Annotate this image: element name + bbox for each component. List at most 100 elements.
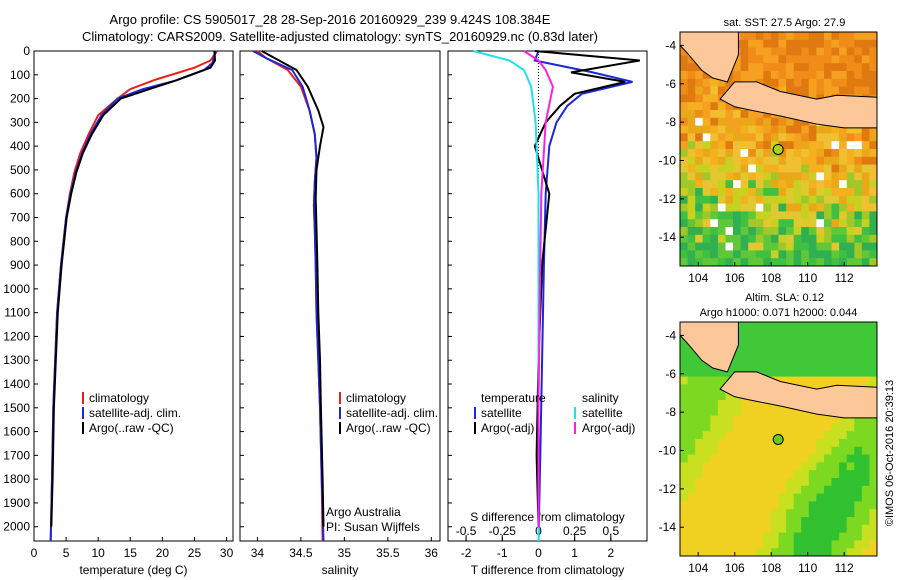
map-cell [816,345,825,354]
map-cell [861,55,870,64]
map-cell [763,55,772,64]
map-cell [808,188,817,197]
map-cell [831,242,840,251]
map-cell [733,172,742,181]
map-cell [786,234,795,244]
map-cell [717,203,727,212]
map-cell [854,180,863,189]
map-cell [763,164,772,173]
map-cell [717,195,727,205]
map-cell [846,540,855,549]
map-cell [748,337,757,346]
map-cell [786,86,795,95]
map-cell [680,415,689,424]
map-cell [740,32,749,41]
map-cell [793,188,802,197]
map-cell [801,532,810,541]
map-cell [740,322,749,331]
map-cell [725,125,734,134]
map-field [680,322,877,556]
map-cell [717,392,727,401]
map-cell [680,540,689,549]
map-cell [831,234,840,244]
map-cell [740,485,749,495]
map-cell [793,353,802,362]
map-cell [740,203,749,212]
map-cell [854,501,863,510]
map-cell [778,485,787,495]
map-cell [763,250,772,259]
map-cell [861,227,870,236]
map-cell [846,32,855,41]
series-line-2 [261,50,325,527]
map-cell [695,400,704,409]
map-cell [808,125,817,134]
map-cell [740,125,749,134]
map-cell [839,47,848,56]
map-cell [702,125,711,134]
map-cell [710,485,719,495]
map-cell [861,242,870,251]
map-cell [717,400,727,409]
map-cell [717,532,727,541]
map-cell [846,195,855,205]
map-cell [740,400,749,409]
map-cell [725,524,734,534]
map-cell [763,195,772,205]
map-cell [725,454,734,463]
map-cell [755,258,764,266]
map-cell [755,329,764,339]
map-cell [786,353,795,362]
map-cell [846,211,855,220]
map-cell [861,485,870,495]
map-cell [793,329,802,339]
map-cell [748,524,757,534]
map-cell [793,203,802,212]
map-cell [770,133,780,142]
map-cell [725,540,734,549]
map-cell [846,164,855,173]
map-cell [778,431,787,440]
map-cell [786,164,795,173]
map-cell [725,532,734,541]
map-cell [824,423,833,432]
map-cell [695,78,704,88]
map-cell [725,242,734,251]
map-cell [725,227,734,236]
map-cell [687,63,696,72]
map-cell [824,78,833,88]
map-cell [763,423,772,432]
map-cell [710,125,719,134]
map-cell [786,203,795,212]
map-cell [831,211,840,220]
map-cell [846,462,855,471]
map-cell [839,439,848,448]
map-cell [839,164,848,173]
map-cell [702,195,711,205]
y-tick-label: 500 [10,163,30,177]
map-cell [816,141,825,150]
map-cell [831,431,840,440]
map-cell [687,125,696,134]
map-cell [755,39,764,49]
map-cell [816,234,825,244]
map-cell [801,258,810,266]
map-cell [680,400,689,409]
map-cell [680,423,689,432]
map-cell [763,470,772,479]
map-cell [733,117,742,127]
map-cell [702,172,711,181]
map-cell [717,141,727,150]
map-cell [846,47,855,56]
map-cell [854,376,863,385]
map-cell [854,462,863,471]
map-cell [831,501,840,510]
map-cell [710,219,719,228]
map-cell [839,188,848,197]
map-cell [808,258,817,266]
land-java [719,371,877,419]
map-cell [680,454,689,463]
map-cell [717,478,727,487]
map-cell [869,493,877,502]
map-cell [793,32,802,41]
